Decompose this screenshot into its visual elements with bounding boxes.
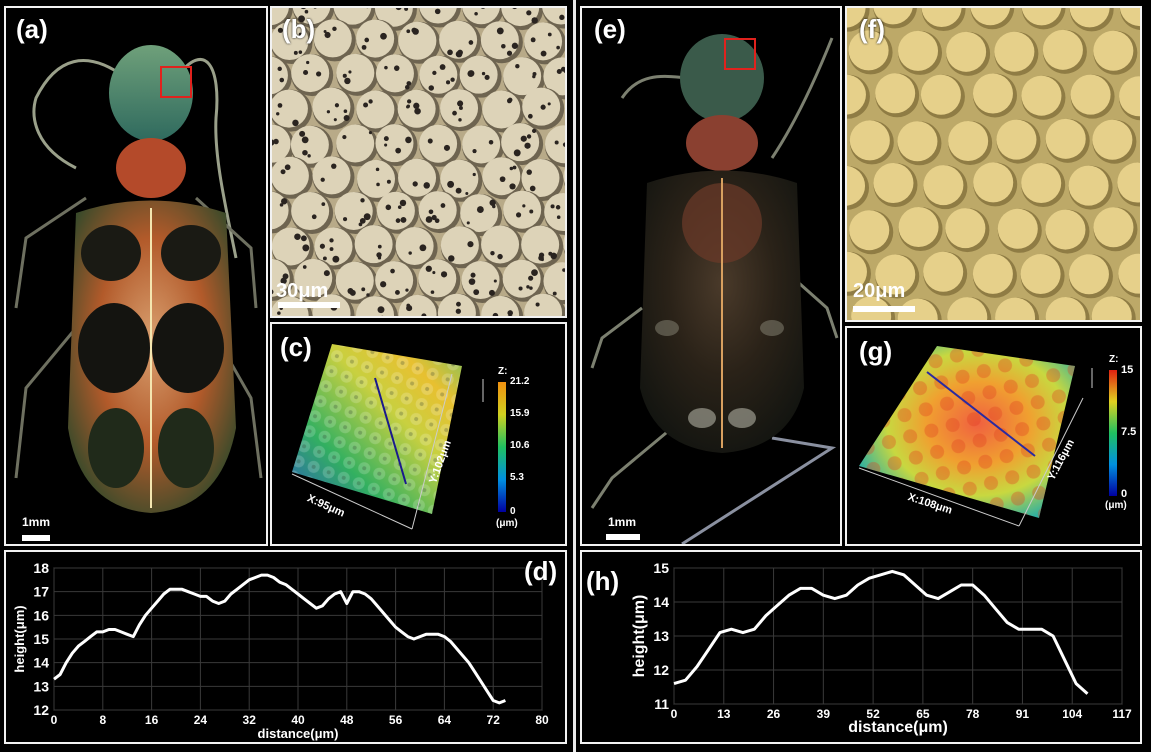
scalebar-e <box>606 534 640 540</box>
colorbar-c-tick-3: 5.3 <box>510 472 524 483</box>
panel-f-label: (f) <box>859 14 885 44</box>
x-tick-label: 78 <box>966 707 980 721</box>
panel-f-micrograph: (f) 20μm <box>845 6 1142 322</box>
panel-d-label: (d) <box>524 556 558 586</box>
colorbar-g-tick-2: 0 <box>1121 488 1128 500</box>
panel-g-3d-topography: (g) Z <box>845 326 1142 546</box>
x-tick-label: 80 <box>535 713 549 727</box>
x-tick-label: 65 <box>916 707 930 721</box>
scalebar-a-label: 1mm <box>22 515 51 529</box>
y-tick-label: 13 <box>33 678 49 694</box>
beetle-a-image <box>14 45 263 513</box>
y-axis-title: height(μm) <box>12 605 27 672</box>
x-tick-label: 48 <box>340 713 354 727</box>
panel-e-label: (e) <box>594 14 626 44</box>
x-tick-label: 91 <box>1016 707 1030 721</box>
y-tick-label: 14 <box>33 655 49 671</box>
profile-chart-h: 0 13 26 39 52 65 78 91 104 117 11 12 13 14 15 distance(… <box>631 560 1132 736</box>
panel-b-label: (b) <box>282 14 316 44</box>
y-axis-title: height(μm) <box>631 595 648 678</box>
x-tick-label: 16 <box>145 713 159 727</box>
panel-c-label: (c) <box>280 332 312 362</box>
panel-a-beetle-photo: (a) <box>4 6 268 546</box>
x-tick-label: 64 <box>438 713 452 727</box>
y-tick-label: 18 <box>33 560 49 576</box>
panel-g-label: (g) <box>859 336 893 366</box>
x-tick-label: 0 <box>671 707 678 721</box>
colorbar-c-tick-1: 15.9 <box>510 408 530 419</box>
y-tick-label: 14 <box>653 594 669 610</box>
panel-d-height-profile: (d) 0 8 16 24 32 40 48 56 64 72 80 12 13 14 15 16 17 18 di… <box>4 550 567 744</box>
colorbar-g-title: Z: <box>1109 354 1119 365</box>
micrograph-f-image <box>847 8 1140 320</box>
x-tick-label: 72 <box>487 713 501 727</box>
y-tick-label: 15 <box>653 560 669 576</box>
y-tick-label: 11 <box>654 696 669 712</box>
scalebar-a <box>22 535 50 541</box>
y-tick-label: 12 <box>33 702 49 718</box>
x-axis-title: distance(μm) <box>258 726 339 741</box>
y-tick-label: 17 <box>33 584 49 600</box>
x-tick-label: 24 <box>194 713 208 727</box>
y-tick-label: 13 <box>653 628 669 644</box>
colorbar-c-unit: (μm) <box>496 518 518 529</box>
scalebar-f-label: 20μm <box>853 280 906 302</box>
x-tick-label: 104 <box>1062 707 1082 721</box>
colorbar-c-tick-4: 0 <box>510 506 516 517</box>
x-tick-label: 8 <box>99 713 106 727</box>
panel-h-label: (h) <box>586 566 620 596</box>
panel-a-label: (a) <box>16 14 48 44</box>
colorbar-c-title: Z: <box>498 366 508 377</box>
topography-c-image <box>291 344 506 530</box>
x-tick-label: 13 <box>717 707 731 721</box>
center-divider <box>573 0 576 752</box>
panel-c-3d-topography: (c) <box>270 322 567 546</box>
x-tick-label: 52 <box>866 707 880 721</box>
x-tick-label: 40 <box>291 713 305 727</box>
x-tick-label: 56 <box>389 713 403 727</box>
profile-chart-d: 0 8 16 24 32 40 48 56 64 72 80 12 13 14 15 16 17 18 distan… <box>12 560 549 741</box>
x-tick-label: 39 <box>817 707 831 721</box>
colorbar-c-tick-0: 21.2 <box>510 376 530 387</box>
scalebar-b-label: 30μm <box>276 280 329 302</box>
scalebar-f <box>853 306 915 312</box>
colorbar-c-tick-2: 10.6 <box>510 440 530 451</box>
topography-g-image <box>858 346 1117 527</box>
scalebar-b <box>278 302 340 308</box>
x-tick-label: 0 <box>51 713 58 727</box>
scalebar-e-label: 1mm <box>608 515 637 529</box>
y-tick-label: 12 <box>653 662 669 678</box>
y-tick-label: 16 <box>33 607 49 623</box>
series-line <box>673 569 1089 695</box>
y-tick-label: 15 <box>33 631 49 647</box>
region-marker-e <box>724 38 756 70</box>
region-marker-a <box>160 66 192 98</box>
x-tick-label: 117 <box>1112 707 1132 721</box>
micrograph-b-image <box>272 8 565 316</box>
x-axis-title: distance(μm) <box>848 719 948 736</box>
series-line <box>53 573 506 705</box>
panel-e-beetle-photo: (e) 1mm <box>580 6 842 546</box>
colorbar-g-unit: (μm) <box>1105 500 1127 511</box>
panel-b-micrograph: (b) 30μm <box>270 6 567 318</box>
panel-h-height-profile: (h) 0 13 26 39 52 65 78 91 104 117 11 12 13 14 15 dista… <box>580 550 1142 744</box>
beetle-e-image <box>590 34 839 544</box>
x-tick-label: 32 <box>243 713 257 727</box>
x-tick-label: 26 <box>767 707 781 721</box>
colorbar-g-tick-1: 7.5 <box>1121 426 1137 438</box>
colorbar-g-tick-0: 15 <box>1121 364 1134 376</box>
